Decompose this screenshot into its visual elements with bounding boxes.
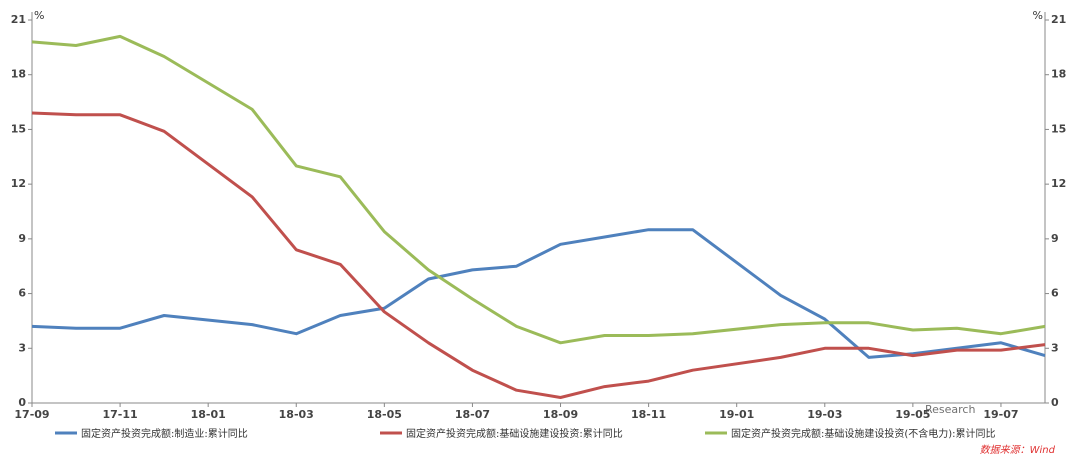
legend-label: 固定资产投资完成额:基础设施建设投资:累计同比 <box>406 427 623 440</box>
y2-tick-label: 6 <box>1051 287 1059 300</box>
y-tick-label: 21 <box>11 13 26 26</box>
y2-tick-label: 12 <box>1051 177 1066 190</box>
x-tick-label: 18-09 <box>543 408 578 421</box>
series-line <box>31 34 1046 345</box>
y-tick-label: 12 <box>11 177 26 190</box>
y2-unit: % <box>1033 9 1043 22</box>
series-line <box>31 111 1046 399</box>
x-tick-label: 17-09 <box>14 408 49 421</box>
x-tick-label: 19-05 <box>895 408 930 421</box>
y-unit: % <box>34 9 44 22</box>
y-tick-label: 6 <box>18 287 26 300</box>
series-line <box>31 228 1046 359</box>
x-tick-label: 18-03 <box>279 408 314 421</box>
y-tick-label: 0 <box>18 396 26 409</box>
x-tick-label: 18-07 <box>455 408 490 421</box>
x-tick-label: 18-05 <box>367 408 402 421</box>
x-tick-label: 19-03 <box>807 408 842 421</box>
legend-label: 固定资产投资完成额:制造业:累计同比 <box>81 427 248 440</box>
x-tick-label: 19-01 <box>719 408 754 421</box>
y-tick-label: 9 <box>18 232 26 245</box>
y-tick-label: 18 <box>11 68 26 81</box>
x-tick-label: 18-11 <box>631 408 666 421</box>
y2-tick-label: 18 <box>1051 68 1066 81</box>
y2-tick-label: 9 <box>1051 232 1059 245</box>
x-tick-label: 18-01 <box>191 408 226 421</box>
legend-label: 固定资产投资完成额:基础设施建设投资(不含电力):累计同比 <box>731 427 996 440</box>
x-tick-label: 17-11 <box>102 408 137 421</box>
y-tick-label: 15 <box>11 122 26 135</box>
y2-tick-label: 3 <box>1051 341 1059 354</box>
y2-tick-label: 15 <box>1051 122 1066 135</box>
watermark: Research <box>925 403 975 416</box>
source-note: 数据来源：Wind <box>980 444 1056 456</box>
x-tick-label: 19-07 <box>983 408 1018 421</box>
y-tick-label: 3 <box>18 341 26 354</box>
y2-tick-label: 21 <box>1051 13 1066 26</box>
y2-tick-label: 0 <box>1051 396 1059 409</box>
